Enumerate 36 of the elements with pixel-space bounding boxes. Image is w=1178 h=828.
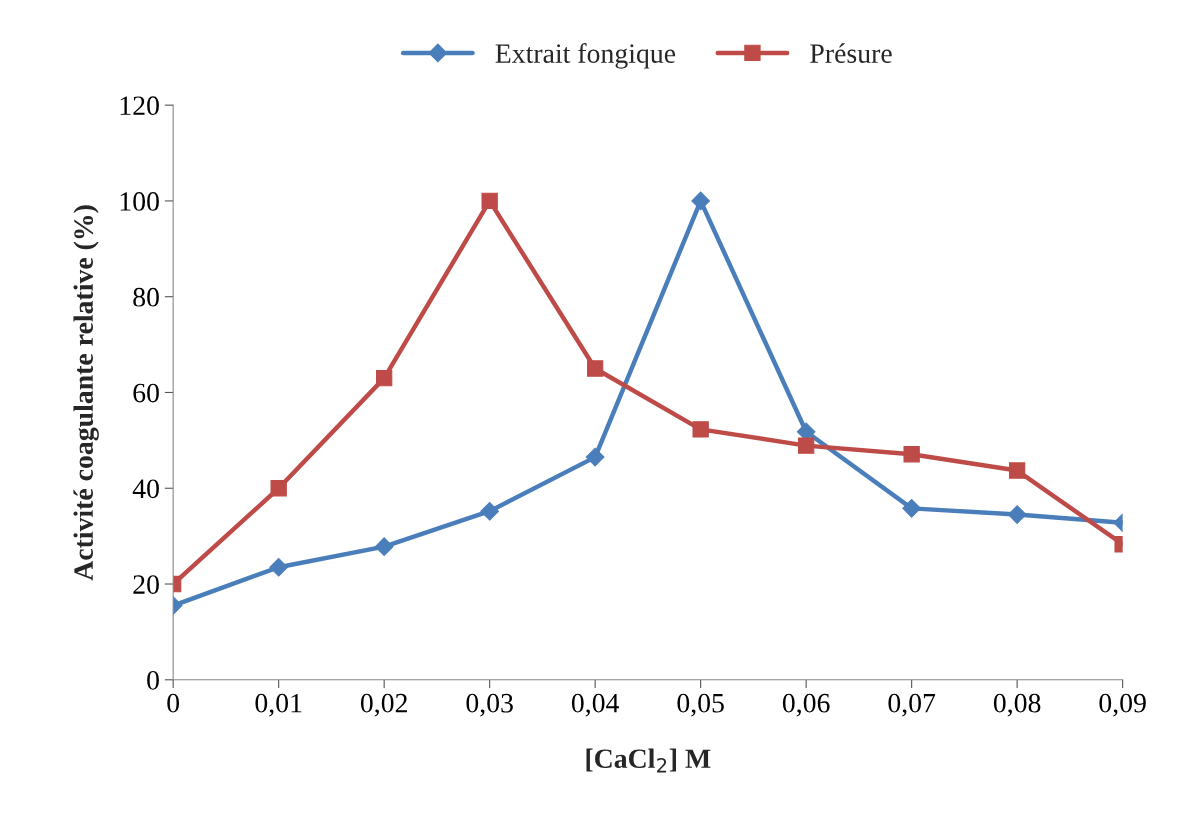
legend-label: Présure [810,43,892,63]
point [903,446,920,463]
y-tick-label: 80 [133,287,159,307]
x-tick-label: 0,01 [255,693,302,717]
y-tick-label: 120 [120,96,159,116]
y-tick-label: 100 [120,192,159,211]
x-axis-title: [CaCl$_{2}$] M [586,748,711,773]
x-tick-label: 0,08 [993,693,1041,717]
y-tick-label: 60 [133,383,159,403]
point [480,501,500,521]
point [1007,505,1027,524]
point [376,369,393,387]
legend-label: Extrait fongique [495,43,676,69]
x-tick-label: 0 [167,693,180,713]
point [1008,462,1026,479]
point [797,437,815,454]
point [902,499,921,518]
point [586,360,604,377]
y-axis-title: Activité coagulante relative (%) [73,205,99,581]
point [481,192,498,210]
x-tick-label: 0,03 [466,693,513,717]
point [691,191,711,211]
y-tick-label: 0 [147,670,159,690]
point [585,447,605,467]
point [692,421,709,438]
x-tick-label: 0,05 [677,693,724,717]
x-tick-label: 0,06 [782,693,830,717]
x-tick-label: 0,04 [571,693,620,717]
point [270,480,287,497]
point [269,557,289,577]
y-tick-label: 40 [132,479,159,499]
x-tick-label: 0,09 [1099,693,1146,717]
x-tick-label: 0,02 [360,693,407,717]
y-tick-label: 20 [133,575,159,594]
x-tick-label: 0,07 [888,693,936,717]
point [374,537,394,557]
